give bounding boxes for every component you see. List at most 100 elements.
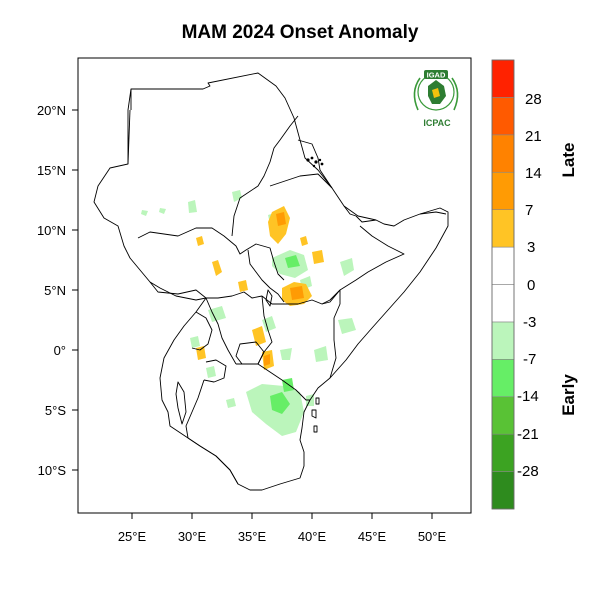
late-patch [212, 260, 222, 276]
border-southsudan-car [149, 281, 207, 301]
border-sudan-ethiopia [231, 115, 299, 237]
colorbar-box [491, 171, 515, 210]
lat-tick-label: 5°S [45, 403, 66, 418]
colorbar-tick-label: 21 [525, 128, 542, 145]
icpac-logo: IGAD ICPAC [413, 70, 459, 128]
island-mafia [313, 425, 318, 433]
igad-badge [424, 70, 448, 79]
early-patch [338, 318, 356, 334]
border-uganda-drc [205, 297, 237, 365]
border-eritrea-ethiopia [269, 173, 333, 189]
early-patch [285, 255, 300, 268]
late-label: Late [559, 143, 578, 178]
lat-tick-label: 10°N [37, 223, 66, 238]
lat-tick-label: 15°N [37, 163, 66, 178]
colorbar-box [491, 209, 515, 248]
lake-turkana [265, 289, 273, 307]
early-patch [159, 208, 166, 214]
border-sudan-chad [127, 109, 131, 165]
colorbar-box [491, 396, 515, 435]
colorbar-boxes [491, 59, 515, 510]
early-patch [190, 336, 200, 348]
country-borders [93, 72, 449, 491]
lake-victoria [235, 341, 265, 365]
map-title: MAM 2024 Onset Anomaly [181, 22, 419, 43]
colorbar-tick-label: -21 [517, 426, 539, 443]
colorbar-tick-label: -14 [517, 388, 539, 405]
border-tanzania-south [187, 437, 239, 485]
laurel-icon [413, 77, 459, 111]
colorbar-box [491, 321, 515, 360]
map-frame [77, 57, 472, 514]
dahlak-islands [306, 156, 324, 168]
colorbar-box [491, 246, 515, 285]
early-patch [141, 210, 148, 216]
somalia-coast [419, 211, 447, 215]
lon-tick-label: 40°E [298, 529, 327, 544]
late-patch [290, 286, 304, 300]
border-tanzania-drc [185, 379, 205, 439]
lat-tick-label: 5°N [44, 283, 66, 298]
anomaly-layer [141, 190, 356, 436]
island-zanzibar [311, 409, 317, 419]
late-patch [238, 280, 248, 292]
late-patch [300, 236, 308, 246]
colorbar-tick-label: 3 [527, 239, 535, 256]
early-label: Early [559, 374, 578, 416]
border-ethiopia-djibouti [343, 205, 357, 217]
early-patch [280, 348, 292, 360]
lake-tanganyika [175, 381, 187, 425]
lat-tick-label: 0° [54, 343, 66, 358]
border-rwanda-burundi [203, 359, 227, 383]
border-uganda-west [191, 311, 213, 351]
colorbar-labels: 28 21 14 7 3 0 -3 -7 -14 -21 -28 [517, 91, 542, 480]
colorbar-box [491, 359, 515, 398]
early-patch [282, 378, 294, 392]
region-outline [93, 72, 449, 491]
lon-tick-label: 30°E [178, 529, 207, 544]
late-patch [252, 326, 266, 346]
colorbar-tick-label: 28 [525, 91, 542, 108]
igad-badge-text: IGAD [427, 71, 446, 80]
colorbar-frame [491, 59, 515, 510]
early-patch [208, 306, 226, 322]
early-patch [314, 346, 328, 362]
border-sudan-southsudan [137, 227, 285, 281]
border-sudan-eritrea [297, 139, 333, 189]
early-patch [206, 366, 216, 378]
colorbar-tick-label: 7 [525, 202, 533, 219]
border-kenya-somalia [329, 290, 341, 379]
border-ethiopia-southsudan [247, 249, 285, 303]
border-djibouti-somalia [355, 215, 377, 223]
lat-tick-label: 20°N [37, 103, 66, 118]
africa-highlight-icon [432, 88, 440, 98]
colorbar-box [491, 59, 515, 98]
lat-tick-label: 10°S [38, 463, 67, 478]
map-axes: 25°E 30°E 35°E 40°E 45°E 50°E 20°N 15°N … [37, 103, 447, 544]
late-patch [276, 212, 286, 226]
late-patch [196, 236, 204, 246]
colorbar-box [491, 433, 515, 472]
early-patch [340, 258, 354, 276]
colorbar: 28 21 14 7 3 0 -3 -7 -14 -21 -28 Late Ea… [491, 59, 578, 510]
colorbar-box [491, 284, 515, 323]
colorbar-tick-label: -3 [523, 314, 536, 331]
island-pemba [315, 397, 320, 405]
early-patch [188, 200, 197, 213]
lon-tick-label: 25°E [118, 529, 147, 544]
icpac-text: ICPAC [423, 118, 451, 128]
late-patch [264, 354, 270, 366]
colorbar-box [491, 97, 515, 136]
colorbar-box [491, 471, 515, 510]
border-kenya-tanzania [257, 363, 310, 401]
colorbar-tick-label: 14 [525, 165, 542, 182]
lon-tick-label: 35°E [238, 529, 267, 544]
colorbar-box [491, 134, 515, 173]
early-patch [270, 392, 290, 414]
colorbar-tick-label: -7 [523, 351, 536, 368]
lon-tick-label: 45°E [358, 529, 387, 544]
colorbar-tick-label: -28 [517, 463, 539, 480]
border-southsudan-kenya [261, 295, 284, 305]
lon-tick-label: 50°E [418, 529, 447, 544]
